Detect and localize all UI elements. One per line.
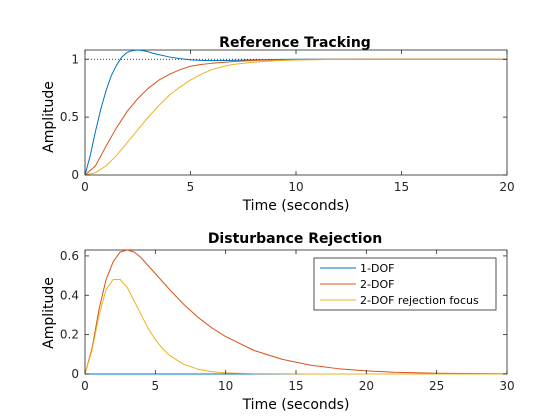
disturbance-rejection-xtick-label: 10	[218, 379, 233, 393]
disturbance-rejection-ytick-label: 0	[71, 367, 79, 381]
legend-label-1-dof: 1-DOF	[360, 262, 394, 275]
disturbance-rejection-ylabel: Amplitude	[41, 277, 57, 349]
disturbance-rejection-xtick-label: 15	[288, 379, 303, 393]
reference-tracking-axes: Reference Tracking Time (seconds) Amplit…	[41, 35, 515, 214]
disturbance-rejection-xlabel: Time (seconds)	[242, 397, 350, 413]
disturbance-rejection-xtick-label: 25	[429, 379, 444, 393]
reference-tracking-xtick-label: 0	[81, 180, 89, 194]
disturbance-rejection-axes: Disturbance Rejection Time (seconds) Amp…	[41, 231, 515, 413]
reference-tracking-series-2-dof-rejection-focus	[84, 58, 507, 176]
disturbance-rejection-series-2-dof	[84, 249, 508, 375]
reference-tracking-ytick-label: 0	[71, 168, 79, 182]
reference-tracking-ylabel: Amplitude	[41, 81, 57, 153]
reference-tracking-xtick-label: 15	[394, 180, 409, 194]
reference-tracking-axes-box	[84, 49, 508, 176]
reference-tracking-xtick-label: 10	[288, 180, 303, 194]
disturbance-rejection-xtick-label: 30	[499, 379, 514, 393]
reference-tracking-plot-area: 0 5 10 15 20 0 0.5 1	[60, 49, 515, 194]
disturbance-rejection-ytick-label: 0.2	[60, 328, 79, 342]
disturbance-rejection-plot-area: 0 5 10 15 20 25 30 0 0.2 0.4 0.6	[60, 249, 515, 393]
reference-tracking-title: Reference Tracking	[219, 35, 371, 51]
reference-tracking-xlabel: Time (seconds)	[242, 198, 350, 214]
disturbance-rejection-xtick-label: 0	[81, 379, 89, 393]
reference-tracking-ytick-label: 1	[71, 52, 79, 66]
reference-tracking-ytick-label: 0.5	[60, 110, 79, 124]
disturbance-rejection-series-2-dof-rejection-focus	[84, 279, 507, 375]
disturbance-rejection-xtick-label: 20	[359, 379, 374, 393]
disturbance-rejection-xtick-label: 5	[152, 379, 160, 393]
legend-label-2-dof: 2-DOF	[360, 278, 394, 291]
disturbance-rejection-ytick-label: 0.4	[60, 288, 79, 302]
disturbance-rejection-ytick-label: 0.6	[60, 249, 79, 263]
disturbance-rejection-title: Disturbance Rejection	[208, 231, 382, 247]
reference-tracking-xtick-label: 5	[187, 180, 195, 194]
legend: 1-DOF 2-DOF 2-DOF rejection focus	[313, 257, 497, 311]
reference-tracking-xtick-label: 20	[499, 180, 514, 194]
legend-label-2-dof-rejection-focus: 2-DOF rejection focus	[360, 294, 479, 307]
